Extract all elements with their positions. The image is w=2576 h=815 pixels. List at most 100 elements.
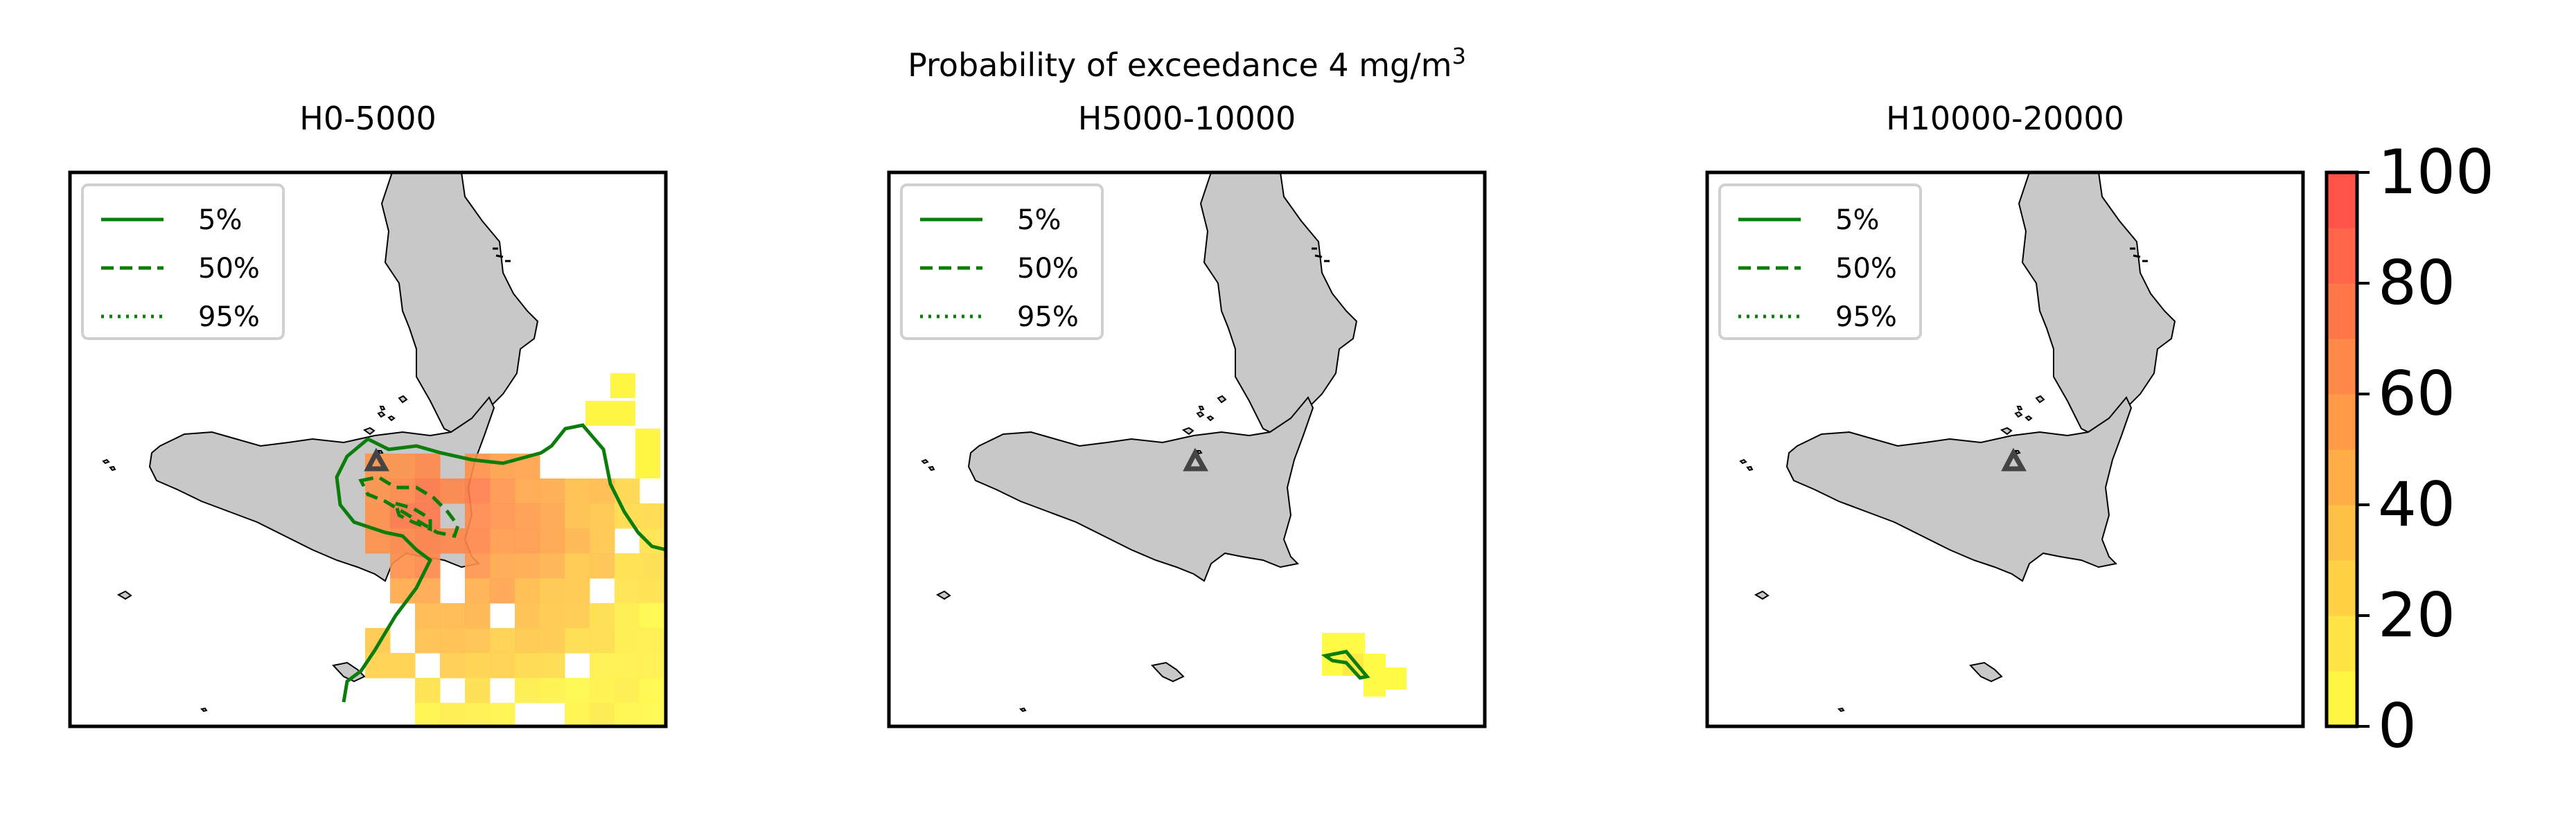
probability-cell: [639, 578, 665, 604]
probability-cell: [390, 454, 416, 479]
panel-h10000-20000: H10000-20000 5% 50% 95%: [1705, 100, 2305, 728]
probability-cell: [490, 553, 515, 579]
probability-cell: [639, 603, 665, 629]
probability-cell: [664, 653, 666, 679]
colorbar-tick-label: 60: [2378, 358, 2455, 429]
probability-cell: [590, 678, 615, 704]
colorbar-tick-label: 40: [2378, 469, 2455, 540]
probability-cell: [590, 553, 615, 579]
probability-cell: [515, 528, 540, 554]
probability-cell: [664, 578, 666, 604]
probability-cell: [390, 478, 416, 504]
probability-cell: [465, 678, 491, 704]
probability-cell: [1384, 668, 1406, 690]
probability-cell: [565, 703, 590, 726]
colorbar-band: [2327, 449, 2357, 505]
contour-5-percent: [335, 423, 666, 703]
legend-label: 5%: [198, 204, 242, 236]
colorbar-band: [2327, 394, 2357, 450]
colorbar-band: [2327, 339, 2357, 395]
probability-cell: [639, 703, 665, 726]
probability-cell: [540, 603, 565, 629]
probability-cell: [440, 703, 466, 726]
probability-cell: [465, 628, 491, 654]
probability-cell: [565, 503, 590, 529]
probability-cell: [615, 603, 640, 629]
probability-cell: [415, 603, 441, 629]
probability-cell: [610, 401, 635, 426]
probability-cell: [565, 628, 590, 654]
contour-50-percent: [358, 475, 460, 538]
probability-cell: [465, 478, 491, 504]
probability-cell: [415, 454, 441, 479]
probability-cell: [515, 678, 540, 704]
probability-cell: [639, 503, 665, 529]
contour-5-percent: [1321, 650, 1370, 680]
probability-cell: [565, 553, 590, 579]
colorbar-band: [2327, 172, 2357, 229]
probability-cell: [490, 703, 515, 726]
colorbar-tick-label: 100: [2378, 136, 2494, 208]
probability-cell: [590, 653, 615, 679]
probability-cell: [664, 553, 666, 579]
colorbar-band: [2327, 616, 2357, 672]
legend-label: 95%: [1835, 301, 1897, 333]
probability-cell: [635, 429, 660, 454]
probability-cell: [590, 628, 615, 654]
probability-cell: [639, 628, 665, 654]
probability-cell: [465, 653, 491, 679]
colorbar-tick-label: 0: [2378, 690, 2417, 762]
probability-cell: [465, 528, 491, 554]
probability-cell: [639, 553, 665, 579]
colorbar-band: [2327, 283, 2357, 339]
probability-field: [1322, 633, 1406, 697]
probability-cell: [610, 373, 635, 398]
probability-cell: [615, 628, 640, 654]
panel-title: H5000-10000: [1078, 100, 1296, 137]
colorbar-tick-label: 80: [2378, 247, 2455, 319]
probability-cell: [515, 628, 540, 654]
probability-cell: [540, 578, 565, 604]
vent-triangle-icon: [1183, 447, 1208, 472]
legend-label: 50%: [198, 253, 260, 285]
probability-cell: [490, 478, 515, 504]
probability-cell: [415, 678, 441, 704]
probability-cell: [615, 553, 640, 579]
probability-cell: [540, 653, 565, 679]
probability-cell: [664, 503, 666, 529]
colorbar-band: [2327, 671, 2357, 727]
legend-label: 95%: [198, 301, 260, 333]
probability-cell: [390, 653, 416, 679]
legend-label: 5%: [1017, 204, 1061, 236]
probability-cell: [590, 528, 615, 554]
panel-h0-5000: H0-5000 5% 50%: [68, 100, 668, 728]
probability-cell: [440, 653, 466, 679]
probability-cell: [515, 578, 540, 604]
probability-cell: [664, 678, 666, 704]
probability-cell: [615, 578, 640, 604]
probability-cell: [639, 678, 665, 704]
probability-cell: [565, 578, 590, 604]
legend: 5% 50% 95%: [1718, 183, 1922, 340]
legend-label: 50%: [1835, 253, 1897, 285]
probability-cell: [490, 578, 515, 604]
probability-cell: [440, 603, 466, 629]
probability-cell: [540, 678, 565, 704]
probability-cell: [515, 478, 540, 504]
probability-cell: [515, 653, 540, 679]
legend-label: 50%: [1017, 253, 1079, 285]
probability-cell: [515, 553, 540, 579]
probability-cell: [465, 603, 491, 629]
probability-cell: [415, 703, 441, 726]
probability-cell: [515, 503, 540, 529]
probability-cell: [540, 628, 565, 654]
probability-cell: [615, 678, 640, 704]
vent-triangle-icon: [2001, 447, 2027, 472]
probability-cell: [565, 678, 590, 704]
probability-cell: [635, 454, 660, 478]
probability-cell: [465, 503, 491, 529]
probability-cell: [490, 503, 515, 529]
probability-cell: [465, 578, 491, 604]
probability-cell: [615, 653, 640, 679]
